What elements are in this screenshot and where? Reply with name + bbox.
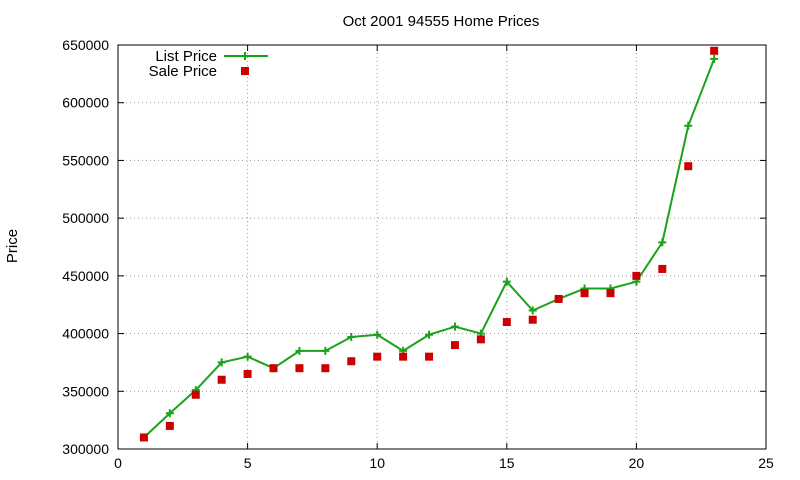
data-point-list-price	[321, 346, 330, 355]
y-tick-label: 600000	[62, 95, 109, 111]
data-point-list-price	[450, 322, 459, 331]
data-point-list-price	[425, 330, 434, 339]
data-point-sale-price	[243, 369, 252, 378]
data-point-sale-price	[165, 421, 174, 430]
data-point-list-price	[243, 352, 252, 361]
data-point-list-price	[710, 54, 719, 63]
data-point-list-price	[684, 121, 693, 130]
data-point-sale-price	[295, 364, 304, 373]
legend-label-list-price: List Price	[155, 48, 217, 65]
data-point-sale-price	[502, 318, 511, 327]
series-layer	[139, 46, 719, 442]
data-point-list-price	[373, 330, 382, 339]
y-tick-label: 350000	[62, 383, 109, 399]
data-point-list-price	[295, 346, 304, 355]
data-point-list-price	[658, 238, 667, 247]
data-point-sale-price	[554, 294, 563, 303]
data-point-sale-price	[191, 390, 200, 399]
data-point-sale-price	[425, 352, 434, 361]
data-point-sale-price	[321, 364, 330, 373]
data-point-list-price	[165, 409, 174, 418]
data-point-sale-price	[399, 352, 408, 361]
data-point-sale-price	[710, 46, 719, 55]
data-point-sale-price	[658, 264, 667, 273]
data-point-sale-price	[217, 375, 226, 384]
y-tick-label: 400000	[62, 326, 109, 342]
data-point-list-price	[347, 333, 356, 342]
legend-marker-list-price	[241, 52, 249, 60]
x-tick-label: 10	[369, 455, 385, 471]
data-point-sale-price	[606, 289, 615, 298]
x-tick-label: 20	[629, 455, 645, 471]
y-tick-label: 450000	[62, 268, 109, 284]
axis-ticks: 0 5 10 15 20 25 300000 350000 400000 450000 500000…	[62, 37, 774, 471]
data-point-list-price	[217, 358, 226, 367]
legend-label-sale-price: Sale Price	[149, 63, 217, 80]
y-tick-label: 550000	[62, 152, 109, 168]
data-point-sale-price	[139, 433, 148, 442]
data-point-list-price	[502, 277, 511, 286]
x-tick-label: 15	[499, 455, 515, 471]
data-point-sale-price	[528, 315, 537, 324]
y-tick-label: 500000	[62, 210, 109, 226]
y-tick-label: 300000	[62, 441, 109, 457]
data-point-sale-price	[373, 352, 382, 361]
data-point-sale-price	[347, 357, 356, 366]
plot-frame	[117, 44, 767, 450]
data-point-sale-price	[632, 271, 641, 280]
chart-title: Oct 2001 94555 Home Prices	[343, 13, 540, 30]
x-tick-label: 5	[244, 455, 252, 471]
legend-marker-sale-price	[241, 67, 249, 75]
y-tick-label: 650000	[62, 37, 109, 53]
data-point-sale-price	[450, 341, 459, 350]
series-line-list-price	[143, 58, 716, 439]
grid-lines	[118, 45, 766, 449]
y-axis-label: Price	[4, 229, 21, 263]
data-point-sale-price	[269, 364, 278, 373]
x-tick-label: 25	[758, 455, 774, 471]
data-point-list-price	[528, 306, 537, 315]
data-point-sale-price	[580, 289, 589, 298]
x-tick-label: 0	[114, 455, 122, 471]
legend: List Price Sale Price	[149, 48, 268, 80]
data-point-sale-price	[684, 162, 693, 171]
data-point-sale-price	[476, 335, 485, 344]
